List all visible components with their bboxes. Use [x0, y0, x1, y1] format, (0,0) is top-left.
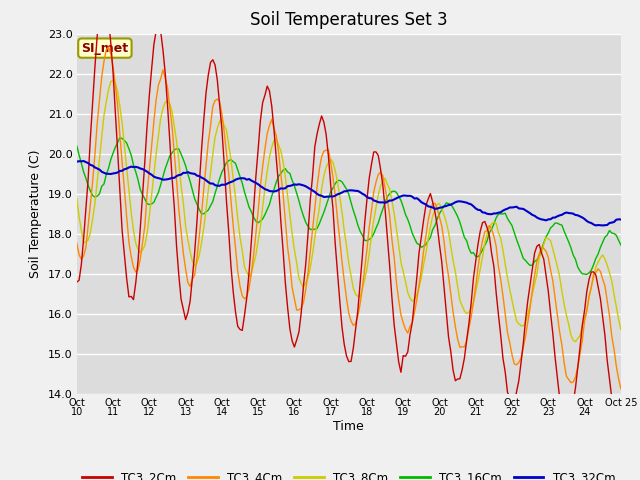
TC3_16Cm [614, 237, 622, 243]
Line: TC3_4Cm: TC3_4Cm [77, 47, 621, 389]
TC3_32Cm [80, 158, 88, 164]
TC3_4Cm [513, 362, 520, 368]
TC3_8Cm [386, 186, 394, 192]
Text: SI_met: SI_met [81, 42, 129, 55]
TC3_2Cm [617, 443, 625, 449]
TC3_4Cm [73, 240, 81, 246]
TC3_32Cm [282, 185, 289, 191]
TC3_32Cm [136, 166, 144, 171]
TC3_2Cm [513, 389, 520, 395]
TC3_16Cm [617, 242, 625, 248]
Line: TC3_2Cm: TC3_2Cm [77, 0, 621, 446]
Line: TC3_16Cm: TC3_16Cm [77, 138, 621, 275]
TC3_16Cm [116, 135, 124, 141]
Legend: TC3_2Cm, TC3_4Cm, TC3_8Cm, TC3_16Cm, TC3_32Cm: TC3_2Cm, TC3_4Cm, TC3_8Cm, TC3_16Cm, TC3… [77, 466, 620, 480]
TC3_32Cm [614, 216, 622, 222]
TC3_16Cm [583, 272, 591, 277]
TC3_4Cm [476, 250, 484, 255]
TC3_8Cm [476, 266, 484, 272]
TC3_32Cm [386, 198, 394, 204]
TC3_8Cm [617, 326, 625, 332]
TC3_32Cm [617, 216, 625, 222]
TC3_2Cm [386, 263, 394, 268]
TC3_8Cm [614, 316, 622, 322]
TC3_4Cm [136, 256, 144, 262]
TC3_4Cm [105, 44, 113, 50]
TC3_16Cm [73, 143, 81, 149]
Line: TC3_8Cm: TC3_8Cm [77, 80, 621, 342]
TC3_4Cm [386, 212, 394, 218]
TC3_32Cm [599, 223, 607, 228]
TC3_16Cm [282, 166, 289, 171]
TC3_2Cm [612, 429, 620, 434]
TC3_16Cm [136, 187, 144, 192]
Y-axis label: Soil Temperature (C): Soil Temperature (C) [29, 149, 42, 278]
TC3_8Cm [513, 318, 520, 324]
TC3_4Cm [282, 218, 289, 224]
Line: TC3_32Cm: TC3_32Cm [77, 161, 621, 226]
TC3_8Cm [282, 174, 289, 180]
TC3_8Cm [73, 196, 81, 202]
TC3_2Cm [136, 226, 144, 232]
TC3_8Cm [572, 339, 579, 345]
TC3_16Cm [476, 251, 484, 257]
TC3_2Cm [73, 279, 81, 285]
TC3_32Cm [73, 159, 81, 165]
TC3_16Cm [386, 191, 394, 197]
TC3_2Cm [282, 280, 289, 286]
TC3_4Cm [612, 363, 620, 369]
TC3_16Cm [513, 237, 520, 242]
X-axis label: Time: Time [333, 420, 364, 433]
Title: Soil Temperatures Set 3: Soil Temperatures Set 3 [250, 11, 447, 29]
TC3_2Cm [476, 228, 484, 234]
TC3_8Cm [136, 250, 144, 256]
TC3_8Cm [109, 77, 117, 83]
TC3_4Cm [617, 386, 625, 392]
TC3_32Cm [476, 207, 484, 213]
TC3_32Cm [513, 204, 520, 210]
